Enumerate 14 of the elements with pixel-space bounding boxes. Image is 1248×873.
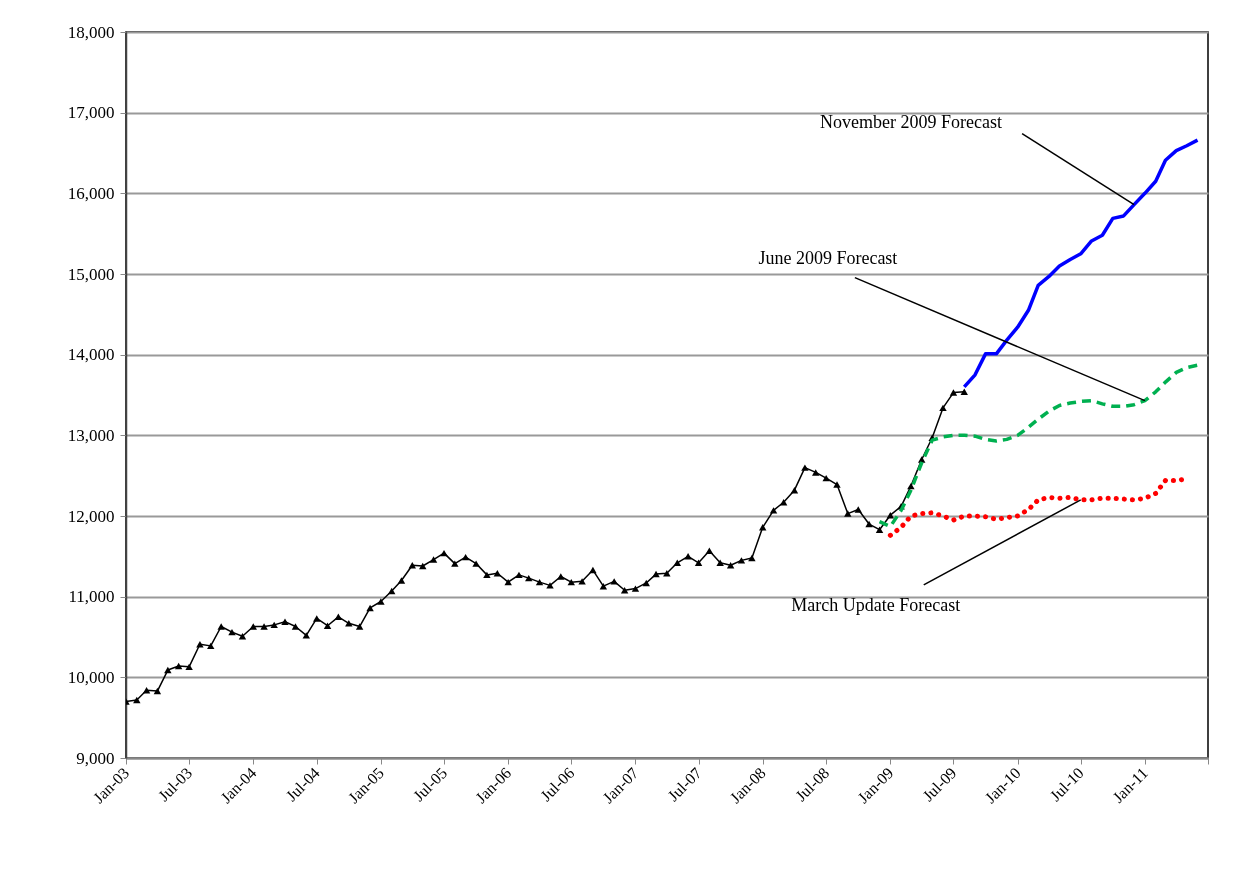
annotation: November 2009 Forecast [820,111,1003,132]
y-tick-label: 9,000 [76,748,115,768]
y-tick-label: 12,000 [67,506,115,526]
y-tick-label: 17,000 [67,103,115,123]
annotation: March Update Forecast [791,594,961,615]
y-tick-label: 18,000 [67,22,115,42]
annotation: June 2009 Forecast [758,247,898,268]
y-tick-label: 15,000 [67,264,115,284]
y-tick-label: 13,000 [67,425,115,445]
line-series [877,363,1200,529]
y-tick-label: 10,000 [67,667,115,687]
y-tick-label: 14,000 [67,345,115,365]
y-tick-label: 16,000 [67,183,115,203]
y-tick-label: 11,000 [68,587,115,607]
